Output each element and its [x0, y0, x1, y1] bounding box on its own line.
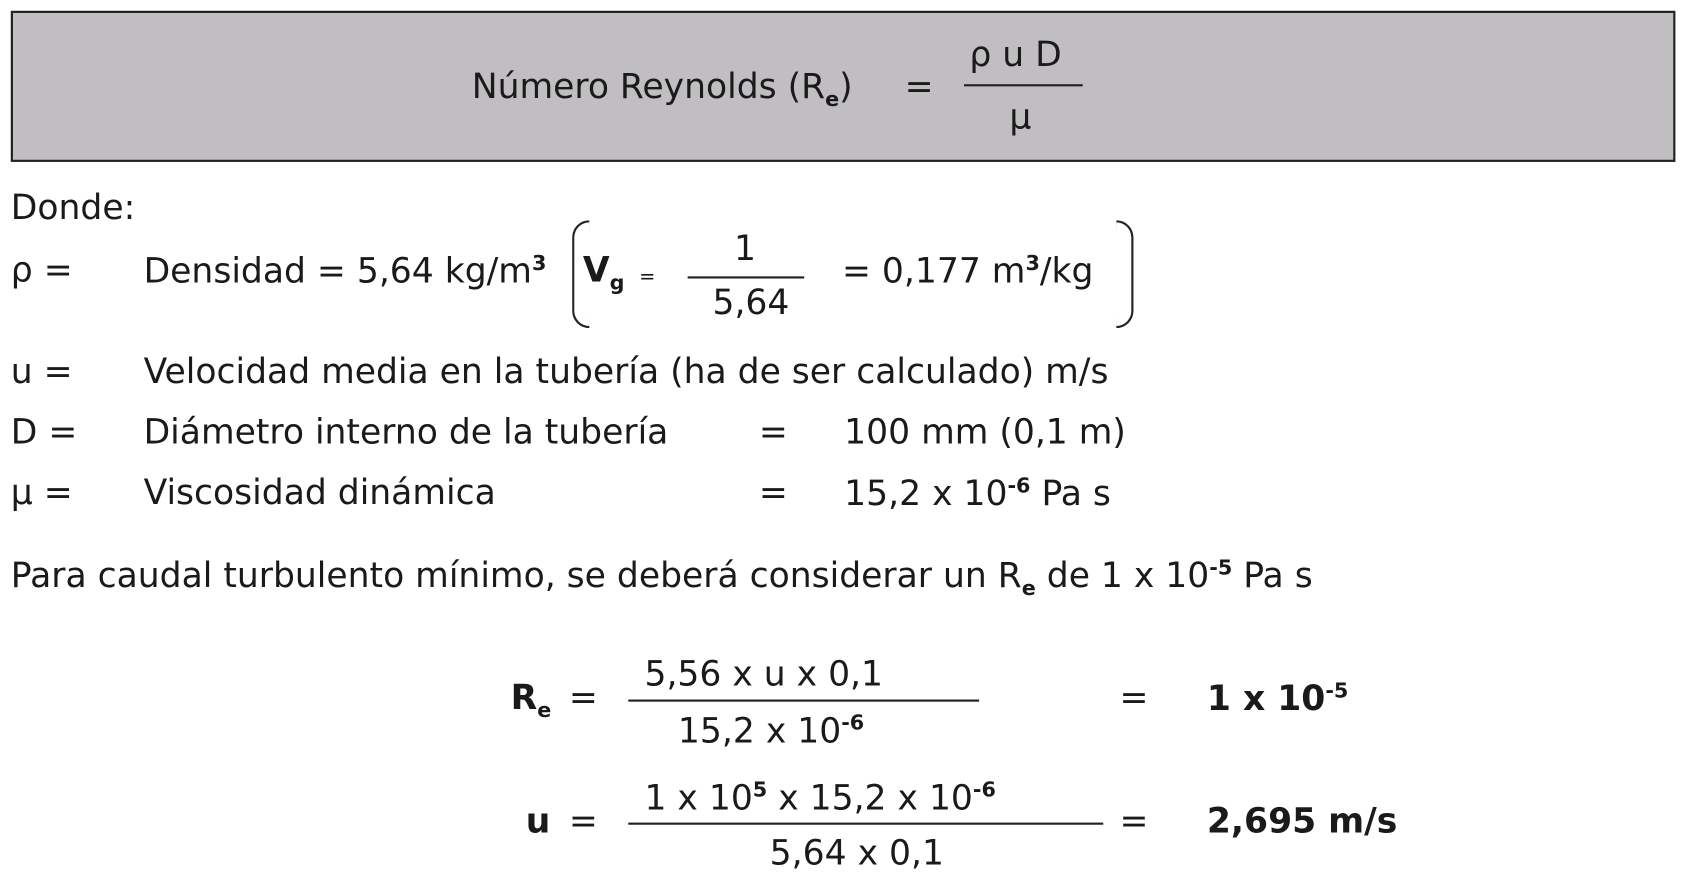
eq1-denominator: 15,2 x 10-6 [677, 709, 865, 751]
eq1-equals-2: = [1119, 676, 1149, 718]
eq1-equals: = [568, 676, 598, 718]
eq2-result: 2,695 m/s [1206, 799, 1398, 841]
vg-numerator: 1 [734, 227, 757, 269]
header-formula-box [10, 10, 1676, 162]
eq1-lhs: Re [510, 676, 552, 723]
turbulent-flow-note: Para caudal turbulento mínimo, se deberá… [10, 554, 1313, 601]
eq2-lhs: u [525, 799, 551, 841]
eq2-denominator: 5,64 x 0,1 [769, 832, 944, 874]
donde-label: Donde: [10, 186, 136, 228]
d-definition: Diámetro interno de la tubería [143, 411, 669, 453]
header-numerator: ρ u D [969, 33, 1062, 75]
vg-result: = 0,177 m3/kg [842, 250, 1094, 292]
eq2-equals-2: = [1119, 799, 1149, 841]
close-paren [1116, 220, 1134, 329]
vg-denominator: 5,64 [712, 281, 790, 323]
rho-definition: Densidad = 5,64 kg/m3 [143, 250, 547, 292]
d-equals: = [758, 411, 788, 453]
fraction-bar [963, 84, 1083, 87]
eq1-numerator: 5,56 x u x 0,1 [644, 653, 884, 695]
eq1-result: 1 x 10-5 [1206, 677, 1349, 719]
u-definition: Velocidad media en la tubería (ha de ser… [143, 350, 1109, 392]
vg-label: Vg [582, 249, 625, 296]
eq2-equals: = [568, 799, 598, 841]
mu-value: 15,2 x 10-6 Pa s [844, 472, 1111, 514]
mu-equals: = [758, 471, 788, 513]
fraction-bar [628, 822, 1104, 825]
vg-equals: = [639, 265, 656, 289]
header-equals: = [904, 65, 934, 107]
d-value: 100 mm (0,1 m) [844, 411, 1126, 453]
mu-symbol: μ = [10, 471, 73, 513]
reynolds-label: Número Reynolds (Re) [471, 65, 853, 112]
mu-definition: Viscosidad dinámica [143, 471, 496, 513]
rho-symbol: ρ = [10, 249, 73, 291]
fraction-bar [687, 276, 805, 279]
u-symbol: u = [10, 350, 73, 392]
eq2-numerator: 1 x 105 x 15,2 x 10-6 [644, 776, 996, 818]
d-symbol: D = [10, 411, 78, 453]
fraction-bar [628, 699, 980, 702]
header-denominator: μ [1009, 96, 1032, 138]
